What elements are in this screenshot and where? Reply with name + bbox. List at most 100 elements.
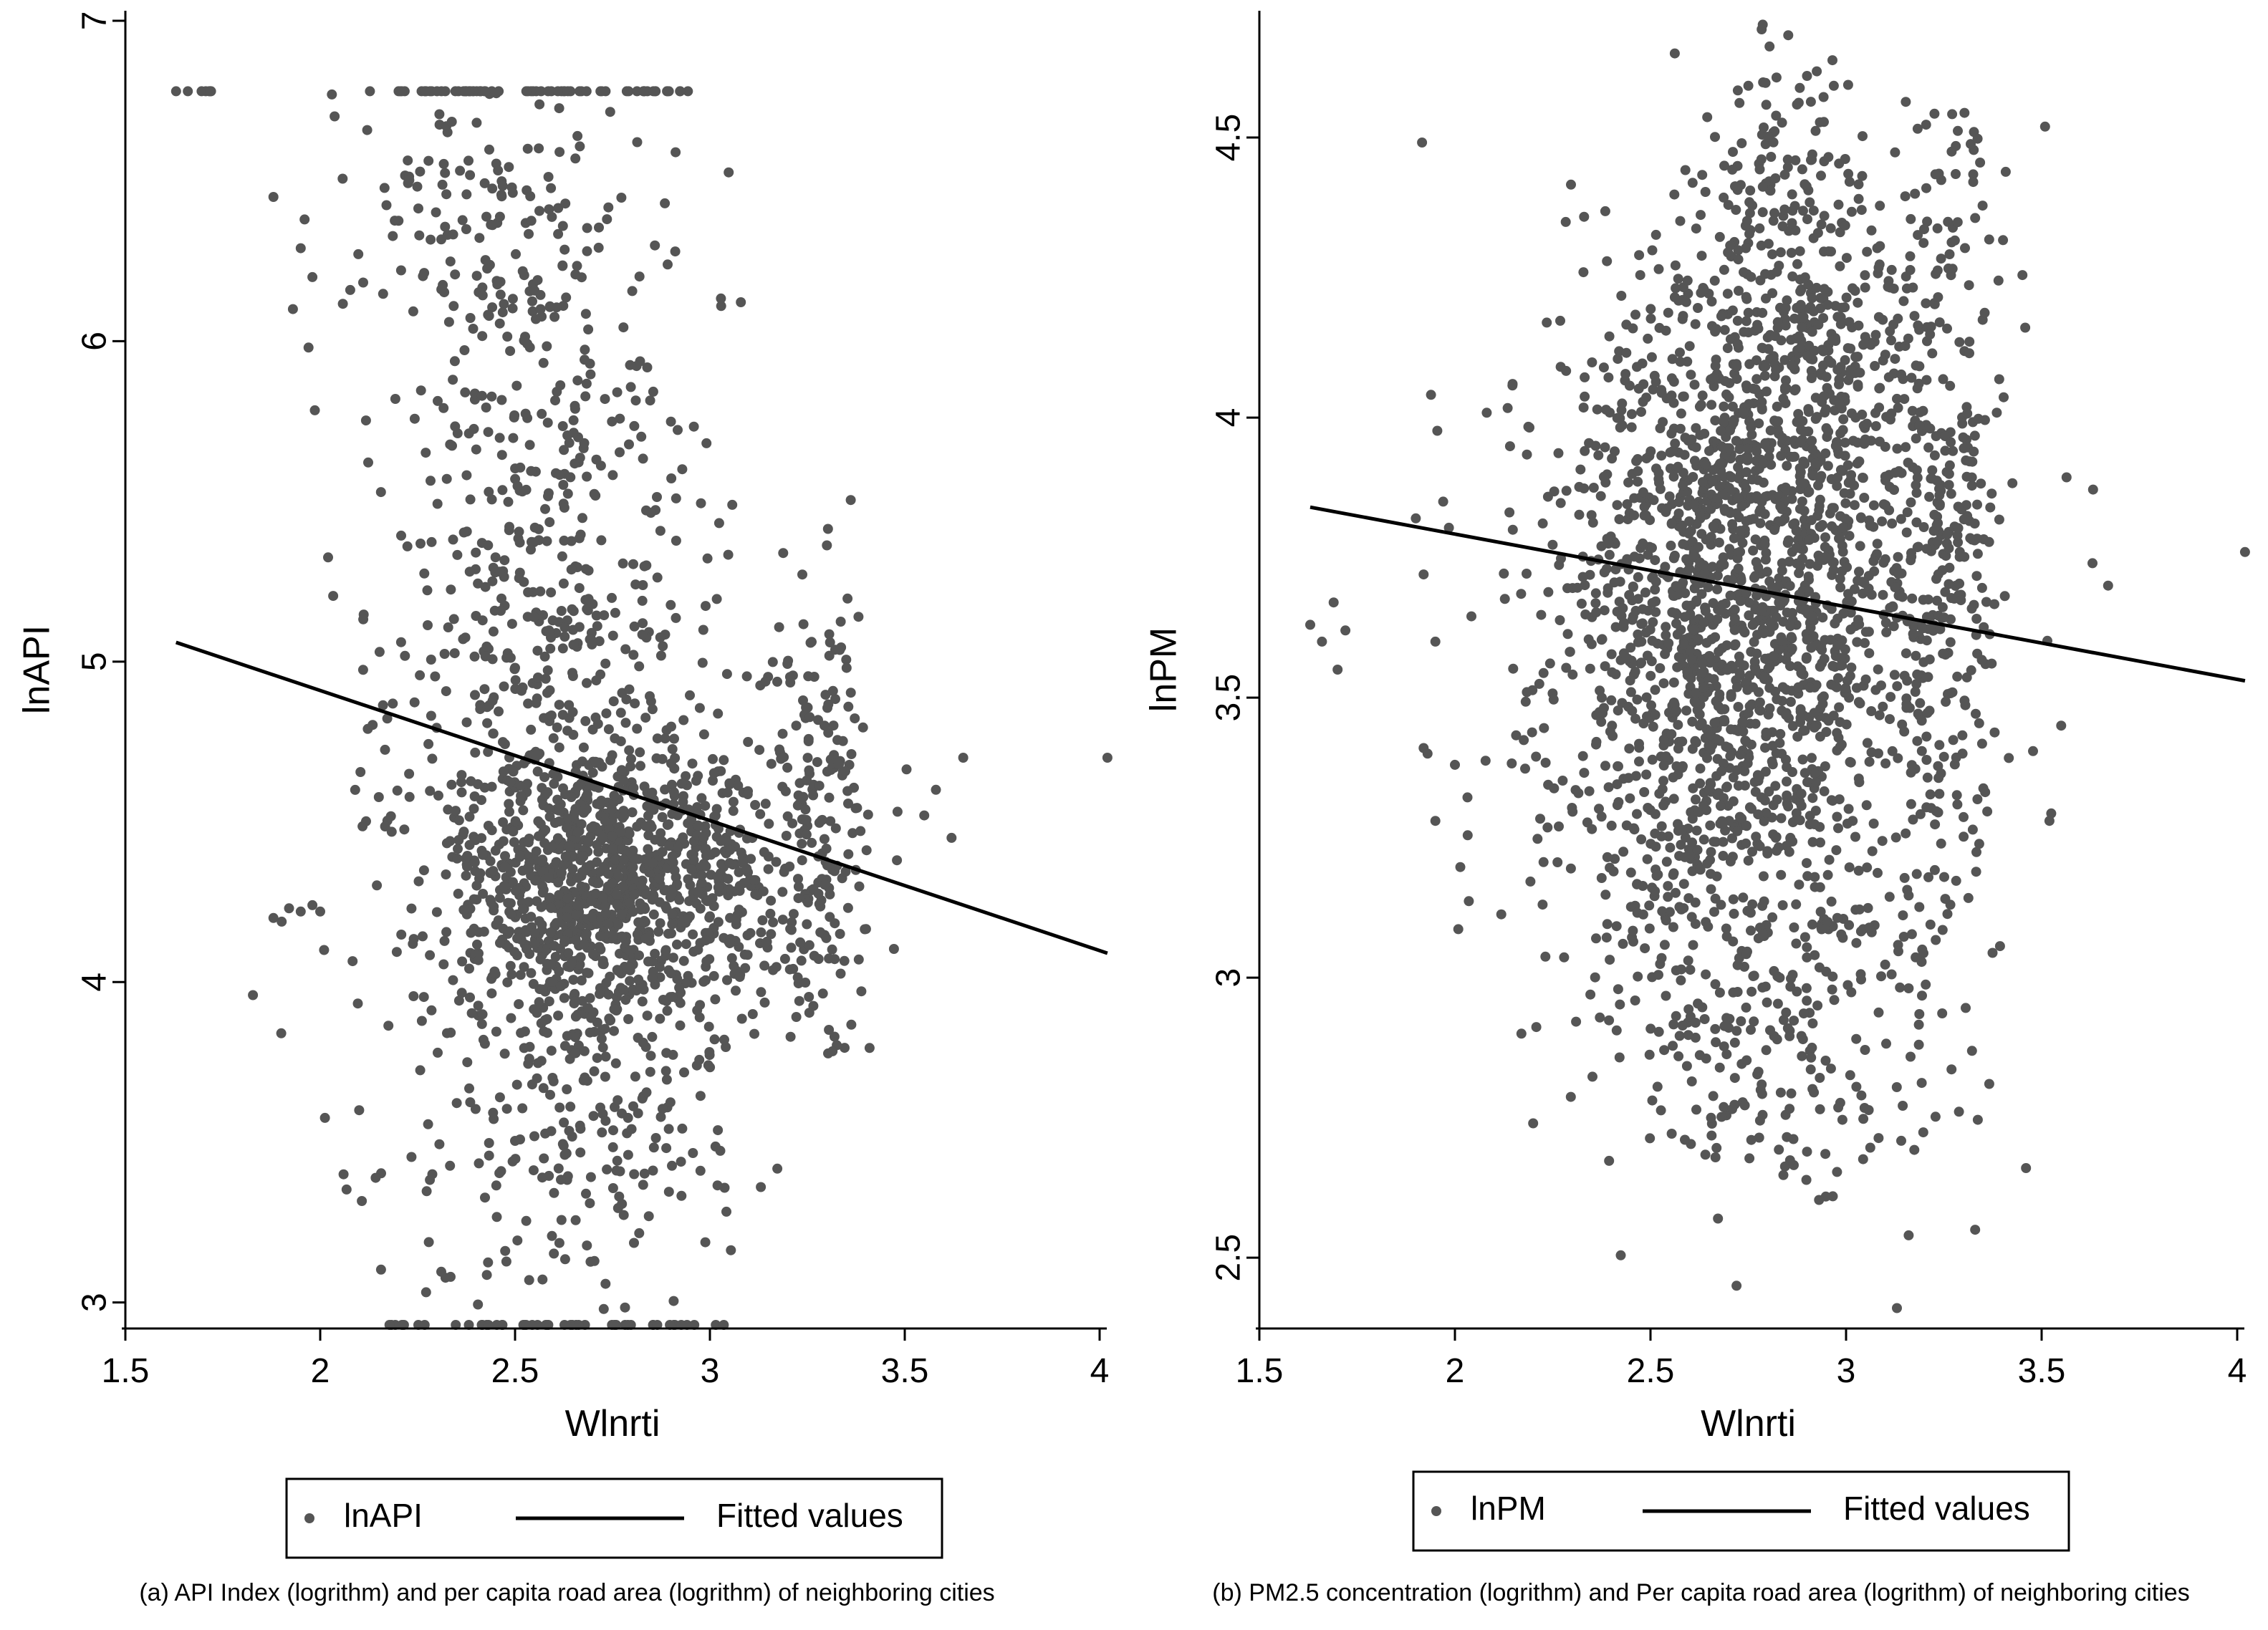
chart-b-point [1921,544,1932,554]
chart-a-point [527,1079,537,1090]
chart-b-point [1633,476,1643,487]
chart-a-point [591,454,602,465]
chart-b-point [1934,501,1945,511]
chart-b-point [1596,873,1607,883]
chart-b-point [1740,736,1751,746]
chart-b-point [1844,176,1855,187]
chart-a-point [669,733,679,744]
chart-a-point [502,977,513,988]
chart-b-point [1798,206,1808,216]
chart-b-point [1979,307,1990,318]
chart-b-point [1667,446,1678,457]
chart-b-point [1675,216,1686,226]
chart-a-point [576,975,587,985]
chart-b-point [1817,520,1827,530]
chart-a-point [618,985,629,995]
chart-b-point [1974,718,1984,728]
chart-b-point [1722,343,1733,354]
chart-b-point [1499,568,1509,579]
chart-b-point [1845,369,1856,380]
chart-a-point [556,1215,567,1225]
chart-a-point [603,869,614,879]
chart-a-point [477,290,488,301]
chart-b-point [1654,478,1664,488]
chart-a-point [791,1012,802,1022]
chart-b-point [1750,384,1761,395]
chart-b-point [1653,468,1664,478]
chart-a-point [499,681,509,692]
chart-a-point [248,990,259,1000]
chart-b-point [1590,588,1601,599]
chart-a-point [560,198,571,209]
chart-b-point [1749,572,1759,583]
chart-b-point [1901,703,1912,713]
chart-b-point [1789,451,1799,462]
chart-b-point [1813,480,1823,491]
chart-a-point [662,819,673,830]
chart-a-point [345,284,355,295]
chart-a-point [552,387,562,397]
chart-b-point [1870,329,1881,340]
chart-b-point [1650,377,1661,387]
chart-b-point [1853,380,1863,390]
chart-b-point [1714,647,1724,657]
chart-b-point [1728,147,1738,158]
chart-a-point [354,1105,365,1116]
chart-b-point [1868,556,1879,566]
chart-a-point [378,700,388,710]
chart-b-point [1785,621,1796,632]
chart-a-point [554,742,564,753]
chart-b-point [1661,990,1671,1001]
chart-a-point [404,768,415,779]
chart-b-point [1587,1071,1597,1082]
chart-b-point [1964,348,1974,359]
chart-b-point [1845,624,1856,635]
chart-b-point [1610,622,1621,632]
chart-b-point [1565,863,1576,874]
chart-b-point [1751,831,1762,842]
chart-b-point [1644,900,1655,911]
chart-b-point [1687,178,1698,188]
chart-a-point [655,632,665,642]
chart-a-point [688,421,699,432]
chart-a-point [842,786,853,796]
chart-a-point [615,708,626,718]
chart-a-point [470,690,480,700]
chart-a-point [638,618,648,629]
chart-b-point [1819,786,1830,796]
chart-a-point [532,645,543,656]
chart-b-point [1860,332,1870,342]
chart-b-point [1911,488,1922,498]
chart-a-point [719,1034,729,1045]
chart-b-point [1878,557,1889,568]
chart-a-point [554,103,564,114]
chart-a-point [663,928,673,939]
chart-a-point [433,1047,443,1058]
chart-a-point [824,1025,835,1035]
chart-b-point [1426,390,1436,400]
chart-b-point [1716,766,1727,776]
chart-a-point [771,962,782,973]
chart-b-point [1741,216,1752,226]
chart-b-point [1812,66,1822,77]
chart-b-point [1866,589,1877,600]
chart-a-point [595,988,605,999]
chart-b-point [1532,834,1543,844]
chart-b-point [1713,788,1724,799]
chart-a-point [548,768,559,779]
chart-b-point [1654,789,1665,799]
chart-a-point [492,279,503,290]
chart-b-point [1972,499,1982,510]
chart-a-point [628,650,639,660]
chart-b-point [1682,275,1693,286]
chart-b-point [1931,806,1941,816]
chart-a-point [559,935,570,945]
chart-b-point [1826,246,1836,257]
chart-b-point [1736,813,1747,824]
chart-a-point [683,874,693,884]
chart-a-point [604,1013,615,1024]
chart-b-point [1819,391,1830,402]
chart-a-point [550,952,561,962]
chart-b-point [1625,642,1636,653]
chart-a-point [766,929,777,940]
